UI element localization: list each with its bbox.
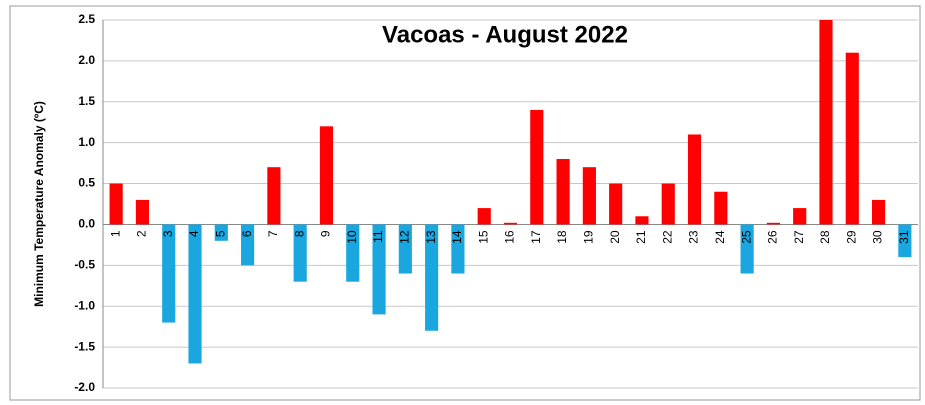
x-tick-label: 7 bbox=[266, 230, 280, 237]
x-tick-label: 31 bbox=[897, 230, 911, 244]
bar bbox=[766, 222, 780, 225]
bar bbox=[898, 224, 912, 258]
x-tick-label: 5 bbox=[213, 230, 227, 237]
bar bbox=[425, 224, 439, 331]
bar bbox=[740, 224, 754, 274]
x-tick-label: 13 bbox=[424, 230, 438, 244]
x-tick-label: 14 bbox=[450, 230, 464, 244]
bar bbox=[188, 224, 202, 364]
bar bbox=[635, 216, 649, 225]
x-tick-label: 10 bbox=[345, 230, 359, 244]
y-axis-label: Minimum Temperature Anomaly (ºC) bbox=[32, 101, 46, 307]
y-tick-label: 1.0 bbox=[78, 135, 95, 149]
x-tick-label: 18 bbox=[555, 230, 569, 244]
bar bbox=[845, 52, 859, 225]
bar bbox=[477, 208, 491, 225]
x-tick-label: 19 bbox=[582, 230, 596, 244]
chart-title: Vacoas - August 2022 bbox=[382, 21, 628, 48]
y-tick-label: 2.0 bbox=[78, 53, 95, 67]
bar bbox=[451, 224, 465, 274]
x-tick-label: 24 bbox=[713, 230, 727, 244]
bar bbox=[135, 199, 150, 225]
x-tick-label: 22 bbox=[660, 230, 674, 244]
x-tick-label: 21 bbox=[634, 230, 648, 244]
bar bbox=[319, 126, 334, 225]
chart-frame bbox=[9, 5, 921, 401]
x-tick-label: 8 bbox=[292, 230, 306, 237]
bar bbox=[530, 109, 544, 225]
bar bbox=[214, 224, 228, 241]
bar bbox=[687, 134, 702, 225]
bar bbox=[293, 224, 307, 282]
y-tick-label: -1.0 bbox=[74, 298, 95, 312]
x-tick-label: 15 bbox=[476, 230, 490, 244]
y-tick-label: -2.0 bbox=[74, 380, 95, 394]
x-tick-label: 9 bbox=[319, 230, 333, 237]
y-tick-label: -0.5 bbox=[74, 258, 95, 272]
y-tick-label: 0.0 bbox=[78, 217, 95, 231]
bar bbox=[398, 224, 412, 274]
x-tick-label: 17 bbox=[529, 230, 543, 244]
x-tick-label: 11 bbox=[371, 230, 385, 243]
x-tick-label: 20 bbox=[608, 230, 622, 244]
bar bbox=[661, 183, 675, 225]
bar bbox=[241, 224, 255, 266]
x-tick-label: 28 bbox=[818, 230, 832, 244]
x-tick-label: 1 bbox=[108, 230, 122, 237]
x-tick-label: 3 bbox=[161, 230, 175, 237]
x-tick-label: 30 bbox=[871, 230, 885, 244]
bar bbox=[793, 208, 807, 225]
bar bbox=[372, 224, 386, 315]
x-tick-label: 26 bbox=[766, 230, 780, 244]
bar bbox=[109, 183, 123, 225]
bar bbox=[556, 159, 570, 225]
y-tick-label: 0.5 bbox=[78, 176, 95, 190]
x-tick-label: 23 bbox=[687, 230, 701, 244]
bar bbox=[819, 20, 833, 225]
y-tick-label: 2.5 bbox=[78, 12, 95, 26]
x-tick-label: 2 bbox=[135, 230, 149, 237]
x-tick-label: 16 bbox=[503, 230, 517, 244]
x-tick-label: 12 bbox=[398, 230, 412, 244]
bar bbox=[714, 191, 728, 225]
bar bbox=[871, 199, 886, 225]
bar bbox=[346, 224, 360, 282]
bar bbox=[162, 224, 176, 323]
y-tick-label: -1.5 bbox=[74, 339, 95, 353]
bar bbox=[267, 167, 281, 225]
bar bbox=[503, 222, 518, 225]
x-tick-label: 6 bbox=[240, 230, 254, 237]
bar bbox=[609, 183, 623, 225]
x-tick-label: 25 bbox=[739, 230, 753, 244]
bar bbox=[582, 167, 596, 225]
x-tick-label: 27 bbox=[792, 230, 806, 244]
x-tick-label: 4 bbox=[187, 230, 201, 237]
x-tick-label: 29 bbox=[844, 230, 858, 244]
y-tick-label: 1.5 bbox=[78, 94, 95, 108]
